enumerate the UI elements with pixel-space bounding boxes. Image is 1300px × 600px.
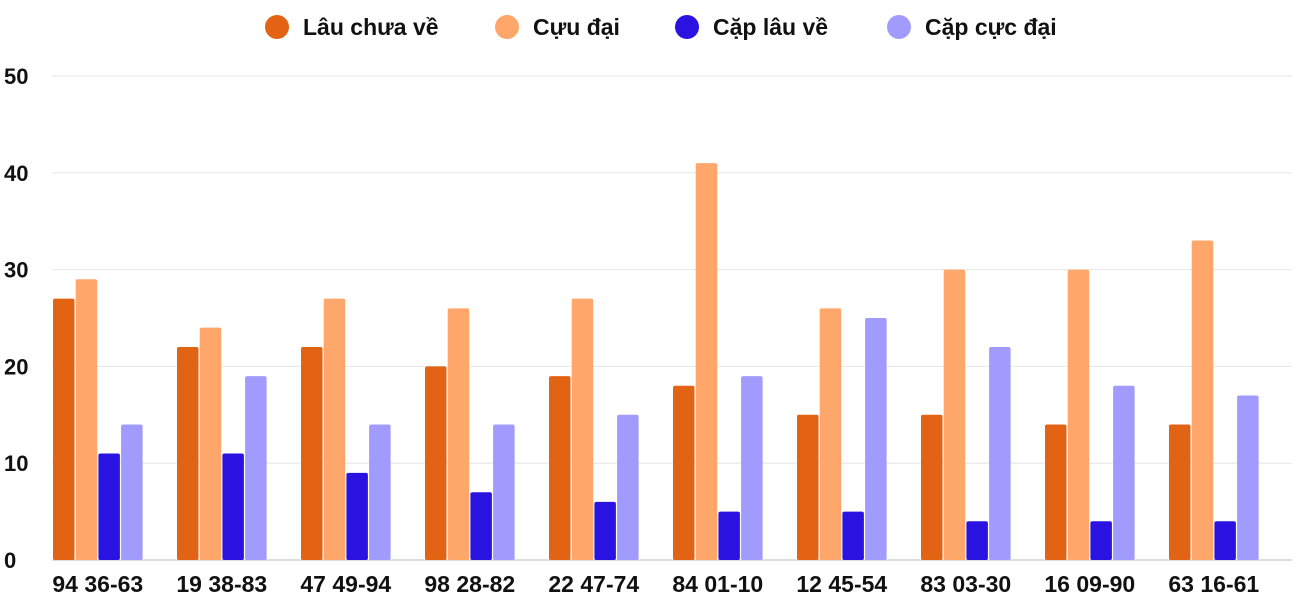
bar (346, 472, 368, 560)
legend-swatch (265, 15, 289, 39)
x-axis: 94 36-63 19 38-83 47 49-94 98 28-82 22 47-74… (52, 571, 1259, 597)
y-tick-label: 10 (4, 451, 28, 476)
bar (222, 453, 244, 560)
y-axis: 0 10 20 30 40 50 (4, 64, 28, 573)
bar (989, 347, 1011, 560)
legend-swatch (495, 15, 519, 39)
bar (447, 308, 470, 560)
bar (1045, 424, 1067, 560)
x-tick-label: 12 45-54 (796, 571, 887, 597)
bar (617, 414, 639, 560)
bar (98, 453, 120, 560)
bar (245, 376, 267, 560)
bar (53, 298, 75, 560)
bar (695, 163, 718, 560)
x-tick-label: 83 03-30 (920, 571, 1011, 597)
y-tick-label: 0 (4, 548, 16, 573)
bar (1113, 385, 1135, 560)
bar (425, 366, 447, 560)
bars (53, 163, 1259, 560)
bar (594, 501, 616, 560)
bar (966, 521, 988, 560)
bar (1214, 521, 1236, 560)
bar (865, 318, 887, 560)
x-tick-label: 98 28-82 (424, 571, 515, 597)
x-tick-label: 94 36-63 (52, 571, 143, 597)
bar (741, 376, 763, 560)
y-tick-label: 30 (4, 258, 28, 283)
y-tick-label: 50 (4, 64, 28, 89)
bar (797, 414, 819, 560)
legend-swatch (887, 15, 911, 39)
legend-label: Lâu chưa về (303, 14, 439, 40)
y-tick-label: 20 (4, 354, 28, 379)
bar (301, 347, 323, 560)
bar (819, 308, 842, 560)
legend-swatch (675, 15, 699, 39)
bar (921, 414, 943, 560)
legend-label: Cựu đại (533, 14, 620, 40)
bar (1090, 521, 1112, 560)
bar (199, 327, 222, 560)
bar (549, 376, 571, 560)
bar (369, 424, 391, 560)
bar (75, 279, 98, 560)
x-tick-label: 47 49-94 (300, 571, 391, 597)
bar (718, 511, 740, 560)
x-tick-label: 63 16-61 (1168, 571, 1259, 597)
bar (842, 511, 864, 560)
bar (1067, 269, 1090, 560)
bar (1169, 424, 1191, 560)
x-tick-label: 16 09-90 (1044, 571, 1135, 597)
bar (1237, 395, 1259, 560)
x-tick-label: 22 47-74 (548, 571, 639, 597)
bar (121, 424, 143, 560)
bar (943, 269, 966, 560)
x-tick-label: 84 01-10 (672, 571, 763, 597)
legend: Lâu chưa về Cựu đại Cặp lâu về Cặp cực đại (265, 14, 1057, 40)
bar (571, 298, 594, 560)
bar (177, 347, 199, 560)
bar (493, 424, 515, 560)
legend-label: Cặp lâu về (713, 14, 828, 40)
bar (673, 385, 695, 560)
x-tick-label: 19 38-83 (176, 571, 267, 597)
y-tick-label: 40 (4, 161, 28, 186)
bar (1191, 240, 1214, 560)
legend-label: Cặp cực đại (925, 14, 1057, 40)
bar (323, 298, 346, 560)
bar (470, 492, 492, 560)
